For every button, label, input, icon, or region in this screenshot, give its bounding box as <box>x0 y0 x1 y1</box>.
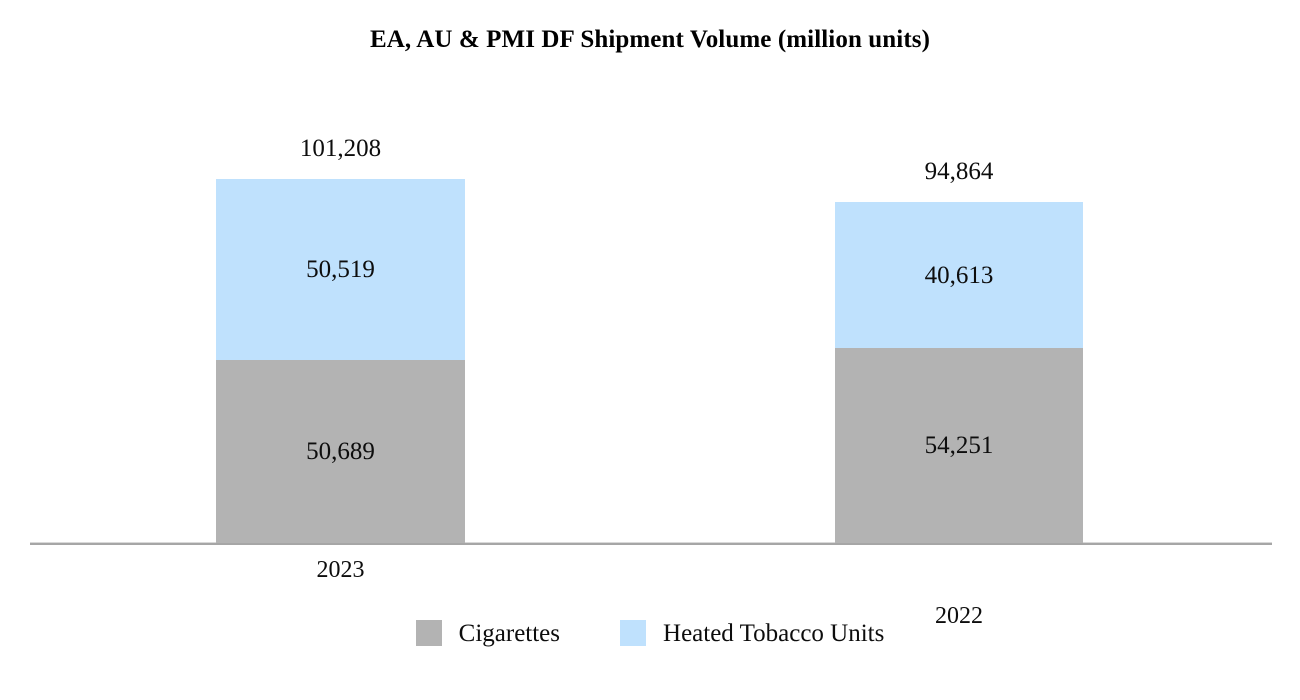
bar-stack-2023: 50,519 50,689 <box>216 179 465 543</box>
legend-item-heated-tobacco-units[interactable]: Heated Tobacco Units <box>620 620 884 646</box>
chart-title: EA, AU & PMI DF Shipment Volume (million… <box>369 26 931 53</box>
bar-segment-label-cigarettes-2023: 50,689 <box>306 438 375 465</box>
x-axis-line <box>30 542 1272 545</box>
bar-segment-htu-2023[interactable]: 50,519 <box>216 179 465 360</box>
bar-group-2023: 101,208 50,519 50,689 2023 <box>216 135 465 583</box>
bar-total-label-2022: 94,864 <box>924 158 994 185</box>
legend-item-cigarettes[interactable]: Cigarettes <box>415 619 561 647</box>
bar-segment-cigarettes-2022[interactable]: 54,251 <box>835 348 1083 543</box>
bar-segment-label-cigarettes-2022: 54,251 <box>924 432 994 459</box>
bar-group-2022: 94,864 40,613 54,251 2022 <box>835 158 1083 629</box>
legend-label-heated-tobacco-units: Heated Tobacco Units <box>663 619 885 647</box>
bar-total-label-2023: 101,208 <box>299 135 382 162</box>
x-axis-tick-label-2023: 2023 <box>316 557 365 583</box>
chart-legend: Cigarettes Heated Tobacco Units <box>0 620 1300 646</box>
x-axis-tick-label-2022: 2022 <box>935 603 983 629</box>
bar-segment-label-htu-2023: 50,519 <box>306 256 375 283</box>
legend-swatch-heated-tobacco-units <box>620 620 647 646</box>
bar-segment-cigarettes-2023[interactable]: 50,689 <box>216 360 465 543</box>
bar-segment-htu-2022[interactable]: 40,613 <box>835 202 1083 348</box>
bar-segment-label-htu-2022: 40,613 <box>924 261 994 289</box>
legend-label-cigarettes: Cigarettes <box>458 619 561 647</box>
legend-swatch-cigarettes <box>415 620 442 646</box>
bar-stack-2022: 40,613 54,251 <box>835 202 1083 543</box>
